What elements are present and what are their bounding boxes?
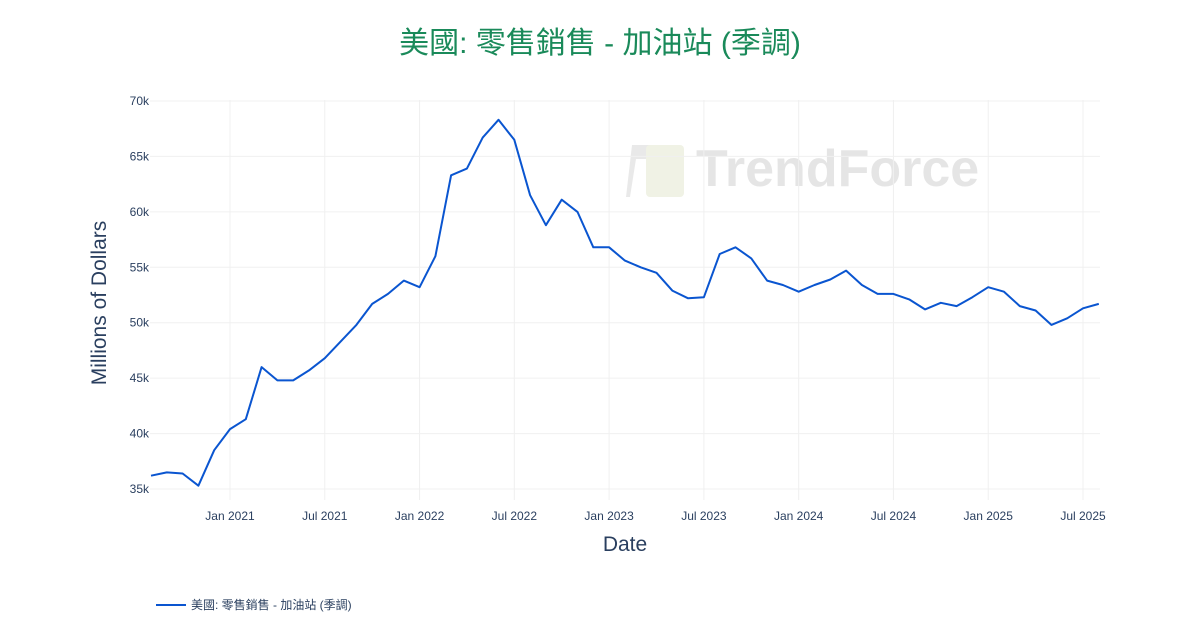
trendforce-logo-icon (626, 145, 684, 197)
y-axis-label: Millions of Dollars (88, 220, 111, 386)
x-axis-ticks: Jan 2021 Jul 2021 Jan 2022 Jul 2022 Jan 2023… (205, 509, 1106, 523)
trendforce-watermark: TrendForce (626, 140, 1006, 200)
x-tick-label: Jan 2024 (774, 509, 824, 523)
y-tick-label: 65k (130, 149, 150, 163)
x-tick-label: Jul 2021 (302, 509, 348, 523)
gridlines (150, 100, 1100, 500)
y-tick-label: 40k (130, 427, 150, 441)
legend-line-swatch (156, 603, 186, 606)
x-tick-label: Jul 2025 (1060, 509, 1106, 523)
x-tick-label: Jan 2022 (395, 509, 445, 523)
x-tick-label: Jul 2022 (492, 509, 538, 523)
y-tick-label: 35k (130, 482, 150, 496)
watermark-text: TrendForce (696, 140, 980, 198)
chart-title: 美國: 零售銷售 - 加油站 (季調) (399, 27, 801, 60)
x-tick-label: Jan 2025 (964, 509, 1014, 523)
legend-label: 美國: 零售銷售 - 加油站 (季調) (191, 598, 352, 612)
y-tick-label: 60k (130, 205, 150, 219)
x-tick-label: Jul 2024 (871, 509, 917, 523)
y-axis-ticks: 35k 40k 45k 50k 55k 60k 65k 70k (130, 94, 150, 496)
x-axis-label: Date (602, 533, 648, 556)
y-tick-label: 70k (130, 94, 150, 108)
y-tick-label: 50k (130, 316, 150, 330)
legend-item[interactable]: 美國: 零售銷售 - 加油站 (季調) (156, 596, 352, 613)
y-tick-label: 55k (130, 260, 150, 274)
x-tick-label: Jan 2023 (584, 509, 634, 523)
series-line[interactable] (150, 118, 1100, 487)
x-tick-label: Jan 2021 (205, 509, 255, 523)
x-tick-label: Jul 2023 (681, 509, 727, 523)
y-tick-label: 45k (130, 371, 150, 385)
